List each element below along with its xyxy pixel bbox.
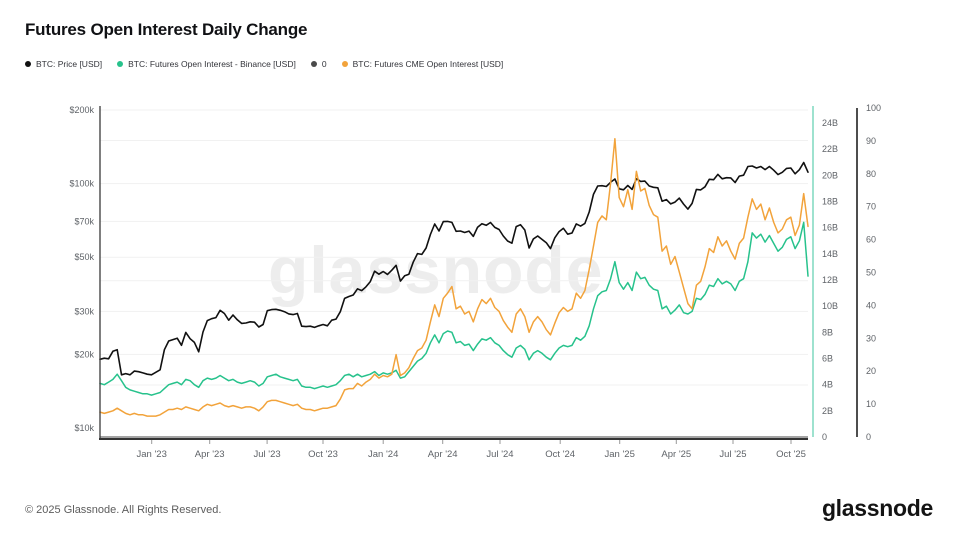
percent-tick-label: 50 [866,268,876,278]
price-tick-label: $10k [74,423,94,433]
oi-tick-label: 6B [822,354,833,364]
x-tick-label: Apr '25 [661,449,691,460]
percent-tick-label: 90 [866,136,876,146]
copyright-text: © 2025 Glassnode. All Rights Reserved. [25,504,222,516]
oi-tick-label: 4B [822,380,833,390]
oi-tick-label: 2B [822,406,833,416]
x-tick-label: Apr '24 [428,449,458,460]
percent-tick-label: 0 [866,432,871,442]
percent-tick-label: 70 [866,202,876,212]
legend-label: BTC: Price [USD] [36,59,103,69]
price-tick-label: $200k [69,105,94,115]
percent-tick-label: 100 [866,103,881,113]
oi-tick-label: 18B [822,197,838,207]
percent-tick-label: 20 [866,366,876,376]
percent-tick-label: 30 [866,333,876,343]
x-tick-label: Oct '24 [545,449,575,460]
oi-tick-label: 8B [822,327,833,337]
oi-tick-label: 22B [822,144,838,154]
x-tick-label: Jul '23 [254,449,281,460]
x-tick-label: Jan '24 [368,449,398,460]
percent-tick-label: 80 [866,169,876,179]
legend-label: BTC: Futures CME Open Interest [USD] [352,59,504,69]
oi-tick-label: 20B [822,170,838,180]
legend-dot-icon [341,61,348,67]
price-tick-label: $100k [69,179,94,189]
price-tick-label: $20k [74,349,94,359]
legend-dot-icon [310,61,317,67]
legend-item-3[interactable]: BTC: Futures CME Open Interest [USD] [341,59,504,69]
x-tick-label: Oct '23 [308,449,338,460]
x-tick-label: Jan '23 [137,449,167,460]
oi-tick-label: 14B [822,249,838,259]
glassnode-logo: glassnode [821,495,933,521]
page-title: Futures Open Interest Daily Change [25,20,308,39]
oi-tick-label: 24B [822,118,838,128]
price-tick-label: $70k [74,216,94,226]
legend-dot-icon [117,61,124,67]
series-line-3 [99,137,809,417]
series-line-1 [99,221,809,396]
percent-tick-label: 60 [866,235,876,245]
x-tick-label: Jul '25 [719,449,746,460]
price-tick-label: $30k [74,306,94,316]
percent-tick-label: 40 [866,300,876,310]
series-line-0 [99,161,809,376]
x-tick-label: Apr '23 [195,449,225,460]
legend-item-1[interactable]: BTC: Futures Open Interest - Binance [US… [117,59,296,69]
x-tick-label: Jan '25 [605,449,635,460]
price-tick-label: $50k [74,252,94,262]
legend-label: BTC: Futures Open Interest - Binance [US… [128,59,296,69]
oi-tick-label: 0 [822,432,827,442]
oi-tick-label: 16B [822,223,838,233]
legend-dot-icon [25,61,31,67]
percent-tick-label: 10 [866,399,876,409]
oi-tick-label: 10B [822,301,838,311]
x-tick-label: Jul '24 [486,449,513,460]
x-tick-label: Oct '25 [776,449,806,460]
oi-tick-label: 12B [822,275,838,285]
legend-item-0[interactable]: BTC: Price [USD] [25,59,102,69]
legend-label: 0 [321,59,327,69]
legend-item-2[interactable]: 0 [310,59,327,69]
legend: BTC: Price [USD] BTC: Futures Open Intere… [25,59,503,69]
